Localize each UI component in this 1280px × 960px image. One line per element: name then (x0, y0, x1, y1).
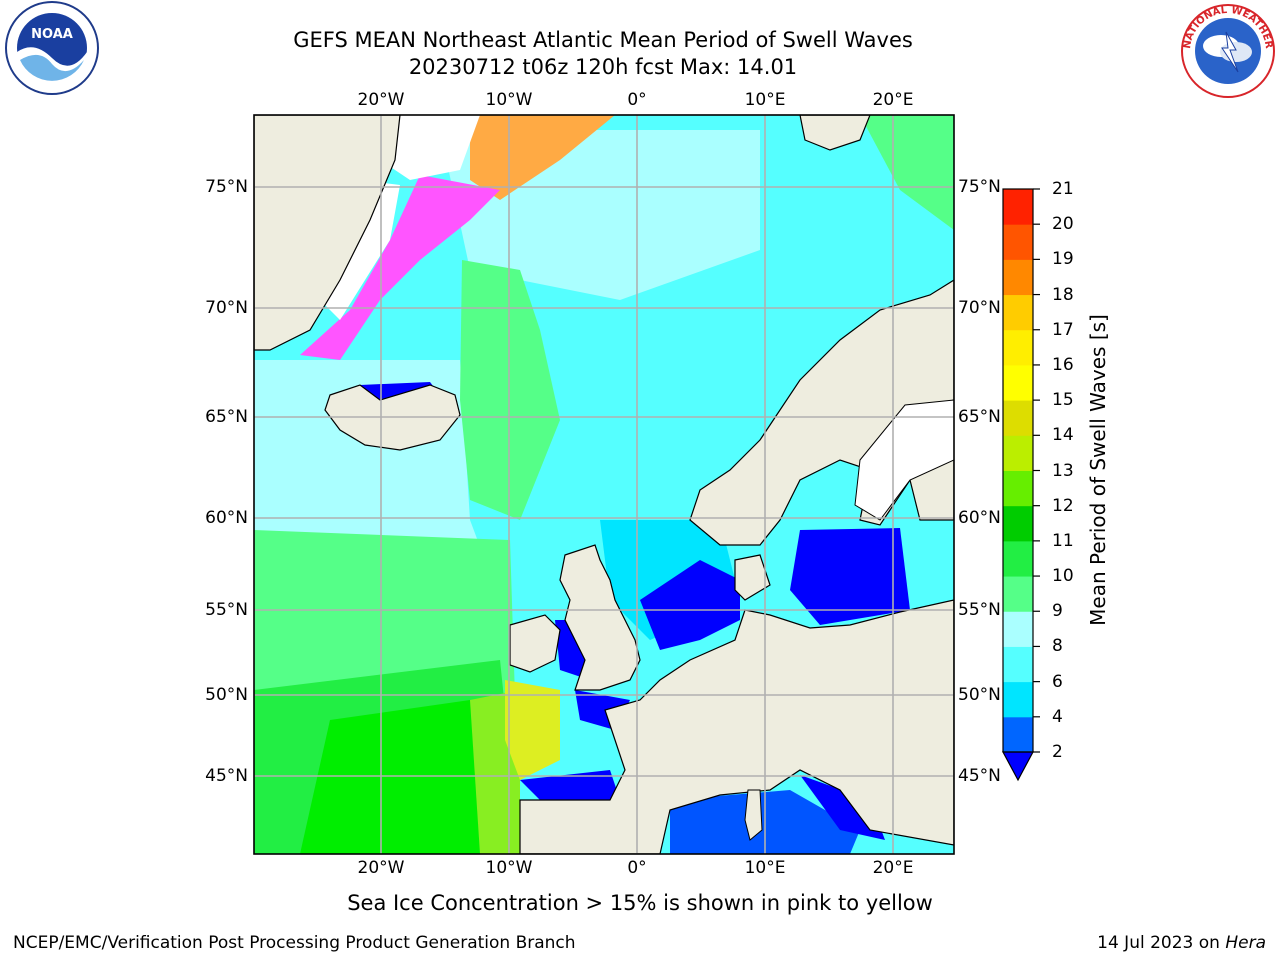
colorbar-segment (1003, 681, 1033, 718)
sea-ice-orange (470, 115, 615, 200)
footer-credit: NCEP/EMC/Verification Post Processing Pr… (13, 933, 576, 953)
lat-label-left: 70°N (205, 298, 248, 318)
colorbar-tick-label: 12 (1052, 495, 1074, 516)
map-frame (253, 114, 955, 855)
swell-zone-blue-north-sea (640, 560, 740, 650)
lat-label-right: 50°N (958, 685, 1001, 705)
colorbar-segment (1003, 400, 1033, 436)
lat-label-left: 50°N (205, 685, 248, 705)
swell-zone-blue-adriatic (800, 775, 885, 840)
swell-zone-blue-biscay (520, 770, 620, 800)
colorbar-tick-label: 16 (1052, 354, 1074, 375)
lat-label-right: 45°N (958, 766, 1001, 786)
lon-label-top: 0° (627, 90, 647, 110)
colorbar-tick-label: 21 (1052, 179, 1074, 199)
colorbar-tick-label: 8 (1052, 636, 1063, 657)
colorbar-segment (1003, 611, 1033, 647)
colorbar-tick-label: 17 (1052, 319, 1074, 340)
colorbar-segment (1003, 435, 1033, 471)
lat-label-left: 65°N (205, 407, 248, 427)
land-svalbard (799, 115, 871, 151)
land-sardinia-corsica (744, 789, 763, 841)
lat-label-left: 60°N (205, 508, 248, 528)
colorbar-segment (1003, 505, 1033, 542)
sea-ice-white-coast (320, 180, 400, 320)
colorbar-segment (1003, 294, 1033, 331)
colorbar-segment (1003, 259, 1033, 296)
lat-label-right: 75°N (958, 177, 1001, 197)
noaa-logo-icon: NOAA (5, 1, 99, 95)
lat-label-left: 55°N (205, 600, 248, 620)
colorbar-tick-label: 11 (1052, 530, 1074, 551)
lon-label-top: 20°W (357, 90, 405, 110)
colorbar-tick-label: 14 (1052, 425, 1074, 446)
colorbar-tick-label: 4 (1052, 706, 1063, 727)
colorbar-tick-label: 9 (1052, 601, 1063, 622)
noaa-logo-text: NOAA (31, 27, 73, 42)
lat-label-right: 55°N (958, 600, 1001, 620)
lon-label-bottom: 20°W (357, 858, 405, 878)
swell-zone-green-dark (300, 700, 505, 854)
lat-label-right: 60°N (958, 508, 1001, 528)
colorbar-segment (1003, 364, 1033, 401)
land-greenland (254, 115, 401, 351)
colorbar-tick-label: 13 (1052, 460, 1074, 481)
sea-ice-note: Sea Ice Concentration > 15% is shown in … (347, 891, 933, 915)
lon-label-top: 10°E (744, 90, 786, 110)
sea-ice-white (380, 115, 480, 180)
lon-label-bottom: 0° (627, 858, 647, 878)
swell-zone-green-northeast (860, 115, 954, 230)
lat-label-right: 70°N (958, 298, 1001, 318)
colorbar-tick-label: 2 (1052, 742, 1063, 762)
lat-label-right: 65°N (958, 407, 1001, 427)
footer-date-text: 14 Jul 2023 on (1097, 933, 1220, 953)
colorbar-tick-label: 20 (1052, 214, 1074, 235)
land-continental-europe (519, 599, 954, 854)
lon-label-bottom: 10°W (485, 858, 533, 878)
colorbar-segment (1003, 540, 1033, 577)
colorbar-extend-triangle (1001, 751, 1035, 782)
lon-label-top: 20°E (872, 90, 914, 110)
lon-label-bottom: 20°E (872, 858, 914, 878)
lat-label-left: 75°N (205, 177, 248, 197)
colorbar-segment (1003, 189, 1033, 225)
land-ireland (509, 614, 561, 673)
lat-label-left: 45°N (205, 766, 248, 786)
colorbar-segment (1003, 576, 1033, 612)
swell-zone-blue-baltic (790, 528, 910, 625)
colorbar-segment (1003, 224, 1033, 260)
nws-logo-icon: NATIONAL WEATHER SERVICE (1178, 2, 1275, 98)
lon-label-bottom: 10°E (744, 858, 786, 878)
colorbar-segment (1003, 716, 1033, 753)
colorbar-tick-label: 6 (1052, 671, 1063, 692)
colorbar-segment (1003, 329, 1033, 366)
footer-host: Hera (1225, 933, 1266, 953)
colorbar-tick-label: 15 (1052, 390, 1074, 411)
colorbar-tick-label: 19 (1052, 249, 1074, 270)
graticule (254, 115, 954, 854)
land-great-britain (559, 544, 641, 691)
gulf-of-bothnia (854, 399, 954, 521)
footer-date: 14 Jul 2023 on Hera (1097, 933, 1266, 953)
sea-ice-pink (300, 175, 500, 360)
colorbar-title: Mean Period of Swell Waves [s] (1086, 314, 1110, 626)
land-denmark (734, 554, 771, 601)
swell-zone-yellow-biscay (505, 680, 560, 780)
colorbar-segment (1003, 470, 1033, 507)
colorbar-tick-label: 10 (1052, 566, 1074, 587)
chart-title: GEFS MEAN Northeast Atlantic Mean Period… (293, 28, 913, 52)
colorbar-segment (1003, 646, 1033, 683)
swell-zone-green-central (460, 260, 560, 520)
colorbar-tick-label: 18 (1052, 284, 1074, 305)
chart-subtitle: 20230712 t06z 120h fcst Max: 14.01 (408, 55, 798, 79)
lon-label-top: 10°W (485, 90, 533, 110)
